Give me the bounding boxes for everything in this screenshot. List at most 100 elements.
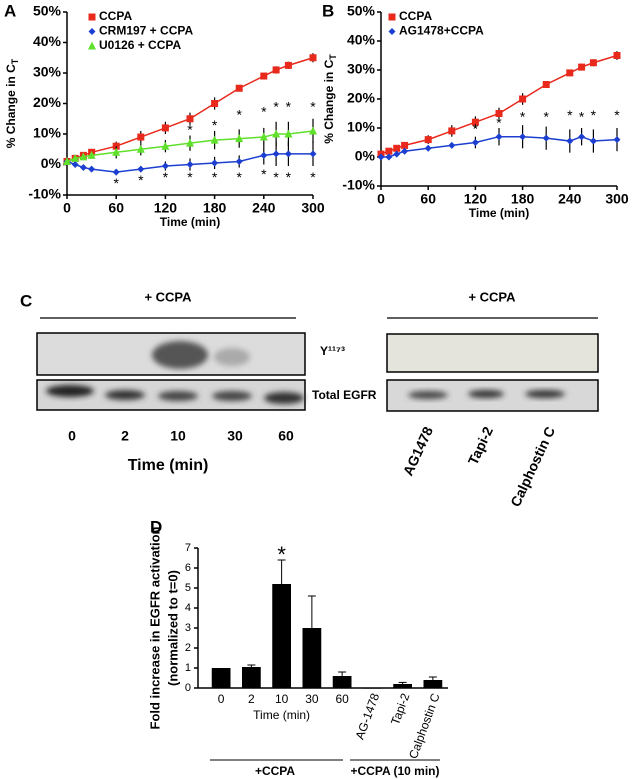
- x-tick-label: 180: [511, 191, 535, 207]
- y-label-sub: T: [10, 58, 20, 64]
- marker: [471, 139, 479, 146]
- marker: [137, 165, 145, 173]
- marker: [542, 81, 550, 88]
- y-tick-label: 50%: [347, 3, 376, 19]
- x-tick-label: 60: [335, 692, 349, 706]
- marker: [112, 147, 121, 156]
- marker: [79, 152, 88, 161]
- y-label-sub: T: [328, 54, 338, 60]
- annotation: *: [496, 114, 502, 130]
- marker: [401, 141, 409, 149]
- marker: [259, 132, 268, 141]
- marker: [186, 115, 194, 123]
- x-tick-label: Tapi-2: [388, 691, 412, 727]
- x-tick-label: 2: [248, 692, 255, 706]
- marker: [71, 153, 80, 162]
- x-tick-label: Calphostin C: [406, 691, 443, 761]
- legend-label: CRM197 + CCPA: [99, 24, 193, 38]
- blot-left-phospho: [36, 332, 306, 376]
- annotation: *: [277, 542, 286, 567]
- y-tick-label: 0%: [355, 148, 376, 164]
- marker: [613, 136, 621, 144]
- annotation: *: [163, 169, 169, 185]
- marker: [495, 133, 503, 141]
- marker: [272, 66, 280, 74]
- bar: [393, 684, 413, 688]
- y-label-main: % Change in C: [322, 59, 336, 143]
- legend-label: CCPA: [399, 9, 432, 23]
- lane-label: 10: [170, 428, 186, 444]
- annotation: *: [113, 175, 119, 191]
- marker: [161, 141, 170, 150]
- annotation: *: [286, 99, 292, 115]
- y-tick-label: 30%: [33, 64, 62, 80]
- annotation: *: [473, 120, 479, 136]
- x-tick-label: 120: [154, 200, 178, 216]
- y-tick-label: 40%: [33, 33, 62, 49]
- y-tick-label: 20%: [347, 90, 376, 106]
- legend-marker: [388, 13, 396, 21]
- marker: [186, 138, 194, 147]
- lane-label: Tapi-2: [465, 424, 497, 467]
- x-tick-label: 240: [558, 191, 582, 207]
- marker: [235, 134, 244, 143]
- bar: [302, 628, 322, 688]
- lane-label: AG1478: [400, 424, 437, 478]
- y-tick-label: 1: [185, 662, 191, 674]
- x-tick-label: 300: [301, 200, 325, 216]
- annotation: *: [138, 172, 144, 188]
- x-tick-label: 10: [275, 692, 289, 706]
- marker: [448, 141, 456, 149]
- marker: [385, 153, 393, 161]
- annotation: *: [236, 169, 242, 185]
- x-tick-label: 0: [377, 191, 385, 207]
- marker: [309, 126, 317, 135]
- marker: [495, 110, 503, 117]
- annotation: *: [187, 122, 193, 138]
- annotation: *: [591, 107, 597, 123]
- blot-right-total: [386, 379, 599, 412]
- marker: [161, 162, 169, 170]
- annotation: *: [212, 117, 218, 133]
- marker: [401, 147, 409, 155]
- x-axis-label: Time (min): [253, 708, 310, 722]
- legend-marker: [88, 28, 96, 35]
- annotation: *: [310, 99, 316, 115]
- marker: [284, 150, 292, 158]
- x-tick-label: 300: [605, 191, 629, 207]
- marker: [186, 161, 194, 168]
- marker: [87, 150, 96, 159]
- x-tick-label: 120: [464, 191, 488, 207]
- x-axis-label: Time (min): [469, 206, 529, 220]
- blot-right-phospho: [386, 333, 599, 373]
- y-axis-label: % Change in CT: [4, 58, 20, 148]
- y-tick-label: 3: [185, 622, 191, 634]
- annotation: *: [567, 107, 573, 123]
- y-tick-label: -10%: [342, 177, 375, 193]
- marker: [393, 144, 401, 152]
- marker: [112, 168, 120, 176]
- x-tick-label: 0: [63, 200, 71, 216]
- annotation: *: [543, 109, 549, 125]
- legend-label: CCPA: [99, 9, 132, 23]
- marker: [211, 100, 219, 107]
- y-label-main: % Change in C: [4, 64, 18, 148]
- x-axis-label: Time (min): [160, 215, 220, 229]
- marker: [210, 135, 219, 144]
- y-tick-label: 0: [185, 682, 191, 694]
- y-tick-label: 40%: [347, 32, 376, 48]
- bar: [332, 676, 352, 688]
- annotation: *: [614, 107, 620, 123]
- marker: [272, 150, 280, 158]
- annotation: *: [286, 169, 292, 185]
- panel-label: B: [322, 1, 334, 20]
- marker: [424, 136, 432, 144]
- annotation: *: [310, 169, 316, 185]
- y-tick-label: 10%: [33, 125, 62, 141]
- marker: [211, 159, 219, 167]
- marker: [284, 61, 292, 69]
- x-tick-label: AG-1478: [353, 691, 383, 741]
- marker: [63, 156, 71, 165]
- marker: [260, 72, 268, 80]
- x-tick-label: 60: [420, 191, 436, 207]
